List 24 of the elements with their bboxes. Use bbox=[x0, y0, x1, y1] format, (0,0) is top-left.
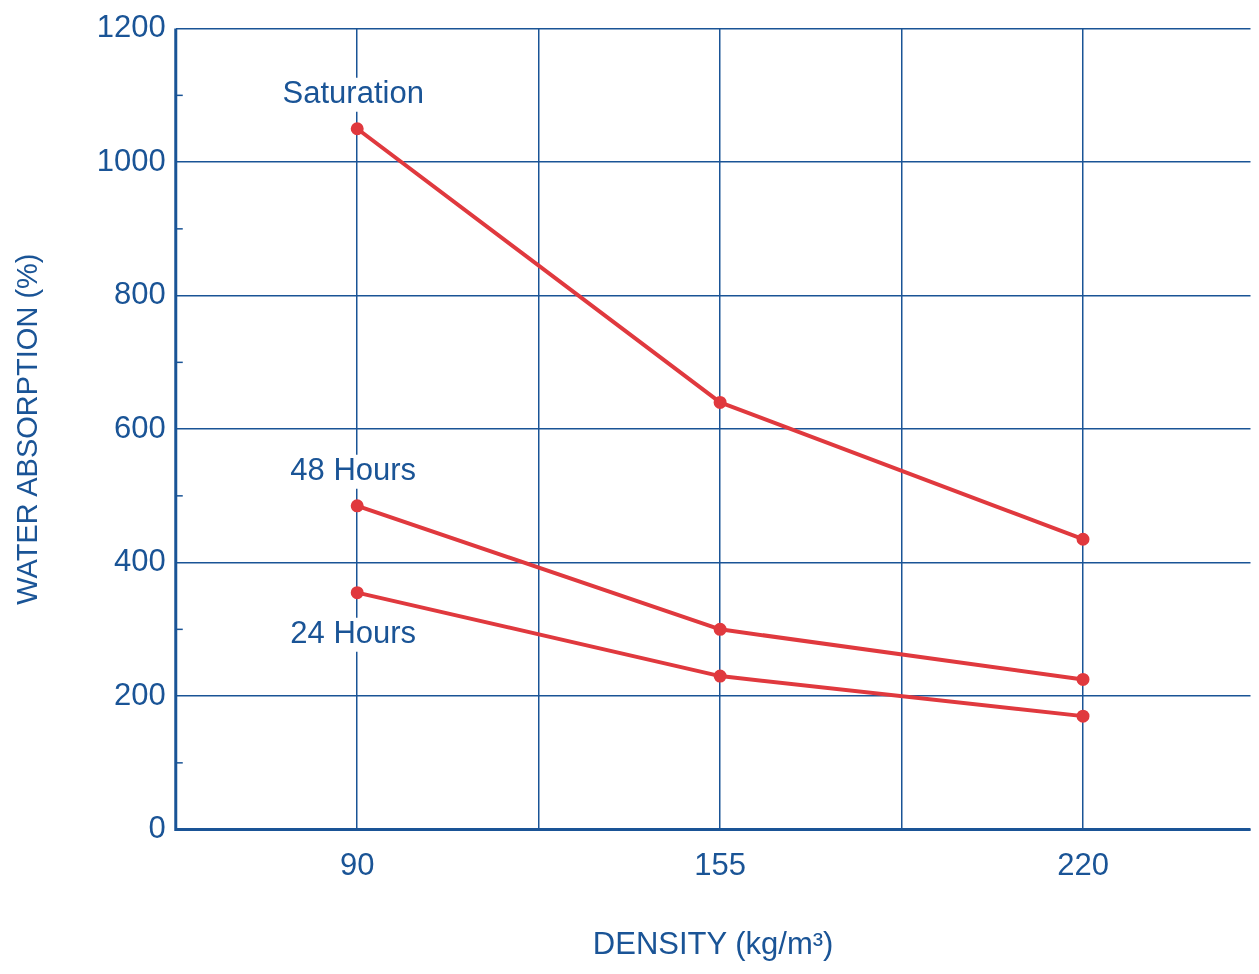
point bbox=[350, 499, 364, 513]
point bbox=[1076, 672, 1090, 686]
point bbox=[350, 586, 364, 600]
series-label: 24 Hours bbox=[290, 615, 417, 651]
y-tick-label: 200 bbox=[114, 676, 166, 712]
y-tick-label: 1000 bbox=[96, 142, 166, 178]
point bbox=[1076, 532, 1090, 546]
x-axis-title: DENSITY (kg/m³) bbox=[592, 925, 834, 961]
series-label: 48 Hours bbox=[290, 452, 417, 488]
y-tick-label: 400 bbox=[114, 543, 166, 579]
y-tick-label: 1200 bbox=[96, 9, 166, 45]
x-tick-label: 155 bbox=[694, 846, 746, 882]
series-label: Saturation bbox=[282, 75, 424, 111]
point bbox=[713, 669, 727, 683]
x-tick-label: 220 bbox=[1057, 846, 1109, 882]
point bbox=[713, 395, 727, 409]
point bbox=[713, 622, 727, 636]
point bbox=[1076, 709, 1090, 723]
y-tick-label: 800 bbox=[114, 276, 166, 312]
y-axis-title: WATER ABSORPTION (%) bbox=[11, 253, 44, 605]
point bbox=[350, 122, 364, 136]
x-tick-label: 90 bbox=[339, 846, 375, 882]
y-tick-label: 600 bbox=[114, 409, 166, 445]
y-tick-label: 0 bbox=[148, 810, 166, 846]
